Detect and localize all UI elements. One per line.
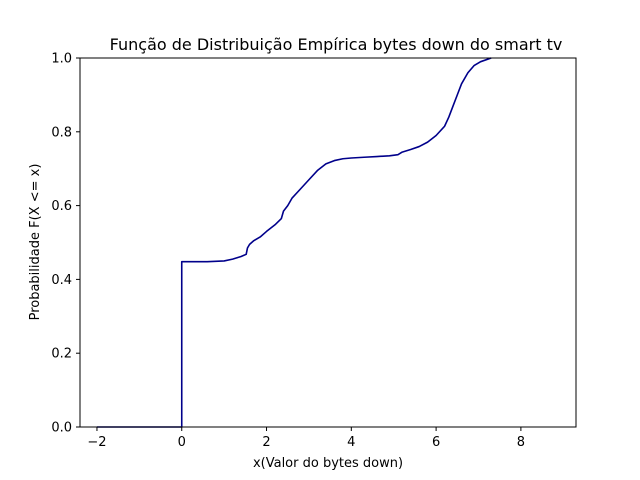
y-tick-label: 1.0 — [51, 52, 72, 67]
x-tick-label: −2 — [87, 435, 106, 450]
x-tick-label: 8 — [517, 435, 525, 450]
x-axis-label: x(Valor do bytes down) — [253, 456, 403, 471]
plot-frame — [79, 57, 577, 428]
y-axis-label: Probabilidade F(X <= x) — [28, 164, 43, 321]
y-tick-label: 0.6 — [51, 199, 72, 214]
x-tick-label: 0 — [178, 435, 186, 450]
chart-title: Função de Distribuição Empírica bytes do… — [110, 35, 563, 54]
x-tick-label: 4 — [347, 435, 355, 450]
x-tick-label: 2 — [262, 435, 270, 450]
x-axis: −2 0 2 4 6 8 — [87, 427, 525, 450]
x-tick-label: 6 — [432, 435, 440, 450]
y-tick-label: 0.2 — [51, 347, 72, 362]
y-tick-label: 0.8 — [51, 125, 72, 140]
y-axis: 0.0 0.2 0.4 0.6 0.8 1.0 — [51, 52, 80, 436]
ecdf-line-0 — [96, 57, 492, 428]
y-tick-label: 0.0 — [51, 421, 72, 436]
plot-area — [79, 57, 577, 428]
y-tick-label: 0.4 — [51, 273, 72, 288]
